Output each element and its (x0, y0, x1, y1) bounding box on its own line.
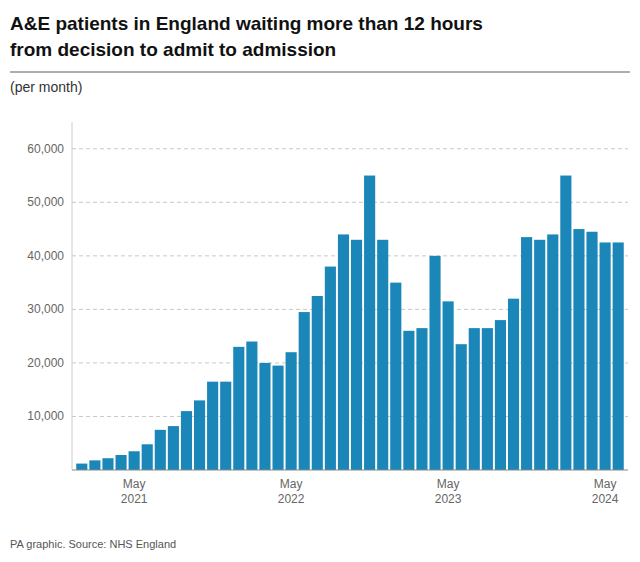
bar (181, 411, 192, 470)
bar (521, 237, 532, 470)
bar (586, 232, 597, 470)
x-tick-label-line: 2021 (121, 492, 148, 506)
bar (194, 400, 205, 470)
x-tick-label-line: May (123, 477, 146, 491)
grid-line (72, 202, 628, 203)
bar (364, 176, 375, 470)
x-tick-label-line: 2024 (592, 492, 619, 506)
bar (613, 242, 624, 470)
bar (220, 382, 231, 470)
bar (508, 299, 519, 470)
bar (338, 234, 349, 470)
bar (115, 455, 126, 470)
y-tick-label: 50,000 (27, 195, 64, 209)
bar (495, 320, 506, 470)
y-axis-line (72, 122, 73, 470)
y-tick-label: 40,000 (27, 249, 64, 263)
bar (325, 267, 336, 470)
source: PA graphic. Source: NHS England (10, 538, 176, 550)
bar (142, 444, 153, 470)
bar (560, 176, 571, 470)
bar (89, 460, 100, 470)
chart-svg: A&E patients in England waiting more tha… (0, 0, 640, 562)
bar (259, 363, 270, 470)
bar (443, 301, 454, 470)
bar (547, 234, 558, 470)
title-rule (10, 72, 630, 73)
x-tick-label: May2022 (278, 477, 305, 506)
x-tick-label-line: May (280, 477, 303, 491)
y-tick-label: 20,000 (27, 356, 64, 370)
bar (312, 296, 323, 470)
bar (76, 464, 87, 470)
bar (534, 240, 545, 470)
x-tick-label: May2023 (435, 477, 462, 506)
x-axis-line (72, 470, 628, 471)
x-tick-label: May2021 (121, 477, 148, 506)
title: A&E patients in England waiting more tha… (10, 13, 483, 60)
bar (482, 328, 493, 470)
bar (233, 347, 244, 470)
bar (299, 312, 310, 470)
bar (102, 458, 113, 470)
bar (429, 256, 440, 470)
bar (469, 328, 480, 470)
subtitle: (per month) (10, 79, 82, 95)
y-tick-label: 60,000 (27, 142, 64, 156)
bar (416, 328, 427, 470)
x-tick-label-line: May (594, 477, 617, 491)
bar (286, 352, 297, 470)
bar (207, 382, 218, 470)
bar (573, 229, 584, 470)
bar (390, 283, 401, 470)
bar (456, 344, 467, 470)
bar (377, 240, 388, 470)
bar (129, 451, 140, 470)
bar (351, 240, 362, 470)
background (0, 0, 640, 562)
bar (272, 366, 283, 470)
bar (168, 426, 179, 470)
x-tick-label-line: 2023 (435, 492, 462, 506)
grid-line (72, 148, 628, 149)
y-tick-label: 10,000 (27, 409, 64, 423)
bar (600, 242, 611, 470)
x-tick-label-line: 2022 (278, 492, 305, 506)
x-tick-label: May2024 (592, 477, 619, 506)
y-tick-label: 30,000 (27, 302, 64, 316)
bar (246, 342, 257, 470)
bars (76, 176, 623, 470)
title-line: from decision to admit to admission (10, 39, 336, 60)
title-line: A&E patients in England waiting more tha… (10, 13, 483, 34)
bar (155, 430, 166, 470)
chart-container: A&E patients in England waiting more tha… (0, 0, 640, 562)
x-tick-label-line: May (437, 477, 460, 491)
bar (403, 331, 414, 470)
